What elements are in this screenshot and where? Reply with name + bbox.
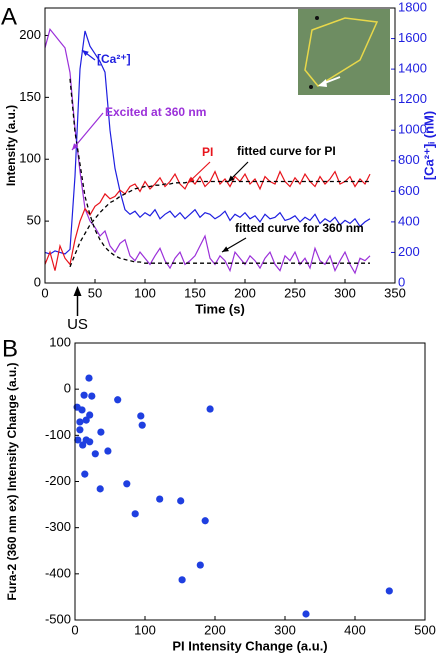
scatter-point — [104, 447, 112, 455]
y2-tick-label: 0 — [398, 274, 405, 289]
scatter-point — [86, 411, 94, 419]
scatter-point — [81, 470, 89, 478]
scatter-point — [76, 426, 84, 434]
scatter-point — [123, 480, 131, 488]
y2-tick-label: 200 — [398, 244, 420, 259]
y2-tick-label: 1800 — [398, 0, 427, 14]
scatter-point — [137, 412, 145, 420]
y-tick-label: 200 — [19, 27, 41, 42]
x-tick-label: 50 — [88, 285, 102, 300]
series-label: Excited at 360 nm — [105, 105, 206, 119]
y2-tick-label: 1200 — [398, 91, 427, 106]
x-tick-label: 100 — [134, 285, 156, 300]
y2-tick-label: 1600 — [398, 30, 427, 45]
y2-tick-label: 800 — [398, 152, 420, 167]
scatter-point — [201, 517, 209, 525]
label-arrowhead — [72, 143, 79, 150]
annotation: US — [67, 316, 88, 333]
y-tick-label: -300 — [45, 519, 71, 534]
series-label: fitted curve for 360 nm — [235, 221, 364, 235]
y-tick-label: -500 — [45, 611, 71, 626]
x-tick-label: 400 — [344, 622, 366, 637]
y-tick-label: 100 — [49, 334, 71, 349]
x-tick-label: 300 — [274, 622, 296, 637]
inset-dot — [315, 16, 319, 20]
inset-dot — [309, 85, 313, 89]
series-line — [69, 78, 370, 264]
y-tick-label: 150 — [19, 89, 41, 104]
y-tick-label: 0 — [64, 381, 71, 396]
x-tick-label: 200 — [234, 285, 256, 300]
scatter-point — [156, 495, 164, 503]
scatter-point — [82, 416, 90, 424]
inset-arrowhead — [318, 79, 327, 87]
y-tick-label: -400 — [45, 565, 71, 580]
series-label: PI — [202, 145, 213, 159]
us-arrowhead — [73, 286, 82, 296]
scatter-point — [91, 450, 99, 458]
scatter-point — [96, 485, 104, 493]
scatter-point — [196, 561, 204, 569]
y2-tick-label: 1400 — [398, 61, 427, 76]
scatter-point — [178, 576, 186, 584]
scatter-point — [88, 392, 96, 400]
scatter-point — [114, 396, 122, 404]
scatter-point — [177, 497, 185, 505]
series-label: [Ca²⁺] — [97, 52, 131, 66]
label-arrow — [71, 112, 104, 151]
x-tick-label: 150 — [184, 285, 206, 300]
series-line — [44, 170, 371, 271]
label-arrowhead — [188, 176, 195, 183]
x-tick-label: 200 — [204, 622, 226, 637]
y-tick-label: 0 — [34, 274, 41, 289]
series-line — [44, 30, 371, 255]
scatter-point — [206, 405, 214, 413]
cell-outline — [304, 17, 379, 87]
x-tick-label: 500 — [414, 622, 436, 637]
y2-tick-label: 1000 — [398, 122, 427, 137]
y-tick-label: -200 — [45, 473, 71, 488]
y-tick-label: 100 — [19, 151, 41, 166]
label-arrowhead — [222, 246, 229, 252]
panel-label: A — [1, 3, 17, 30]
series-line — [69, 180, 370, 268]
y-tick-label: -100 — [45, 427, 71, 442]
scatter-point — [97, 428, 105, 436]
x-tick-label: 300 — [334, 285, 356, 300]
y-axis-label: Intensity (a.u.) — [4, 105, 18, 186]
series-line — [44, 28, 371, 275]
inset-image — [298, 9, 390, 95]
label-arrowhead — [82, 50, 89, 57]
series-label: fitted curve for PI — [237, 144, 336, 158]
axes-frame — [44, 7, 396, 284]
x-tick-label: 0 — [71, 622, 78, 637]
scatter-point — [78, 406, 86, 414]
x-axis-label: Time (s) — [195, 301, 245, 316]
scatter-point — [85, 374, 93, 382]
x-axis-label: PI Intensity Change (a.u.) — [172, 638, 327, 653]
axes-frame — [74, 342, 426, 621]
x-tick-label: 100 — [134, 622, 156, 637]
scatter-point — [80, 391, 88, 399]
scatter-point — [385, 587, 393, 595]
scatter-point — [138, 421, 146, 429]
x-tick-label: 250 — [284, 285, 306, 300]
x-tick-label: 0 — [41, 285, 48, 300]
x-tick-label: 350 — [384, 285, 406, 300]
scatter-point — [79, 441, 87, 449]
scatter-point — [76, 418, 84, 426]
y2-tick-label: 600 — [398, 183, 420, 198]
scatter-point — [86, 438, 94, 446]
y-tick-label: 50 — [27, 213, 41, 228]
scatter-point — [74, 436, 82, 444]
panel-label: B — [2, 335, 18, 362]
label-arrowhead — [228, 175, 235, 182]
scatter-point — [302, 610, 310, 618]
y2-tick-label: 400 — [398, 213, 420, 228]
scatter-point — [131, 510, 139, 518]
y-axis-label: Fura-2 (360 nm ex) Intensity Change (a.u… — [5, 362, 19, 600]
y2-axis-label: [Ca²⁺]ᵢ (nM) — [421, 111, 436, 180]
